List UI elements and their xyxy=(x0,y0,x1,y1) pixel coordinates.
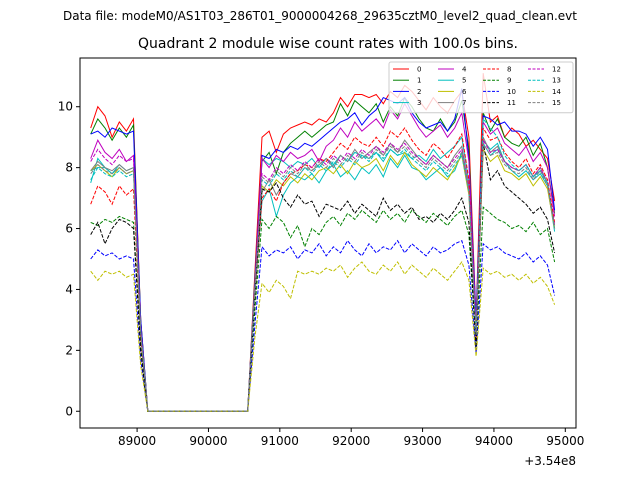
y-axis: 0 2 4 6 8 10 xyxy=(58,100,80,418)
y-tick-label: 2 xyxy=(65,343,73,357)
x-tick-label: 91000 xyxy=(261,434,299,448)
x-tick-label: 89000 xyxy=(118,434,156,448)
suptitle: Data file: modeM0/AS1T03_286T01_90000042… xyxy=(63,9,577,23)
legend-label-14: 14 xyxy=(552,88,561,96)
x-tick-label: 94000 xyxy=(475,434,513,448)
y-tick-label: 8 xyxy=(65,161,73,175)
legend-label-6: 6 xyxy=(462,88,467,96)
y-tick-label: 10 xyxy=(58,100,73,114)
x-offset-label: +3.54e8 xyxy=(524,454,576,468)
legend-label-4: 4 xyxy=(462,66,467,74)
legend-label-11: 11 xyxy=(507,99,516,107)
legend-label-15: 15 xyxy=(552,99,561,107)
series-line-14 xyxy=(90,260,556,412)
legend-label-12: 12 xyxy=(552,66,561,74)
y-tick-label: 4 xyxy=(65,282,73,296)
legend-label-13: 13 xyxy=(552,77,561,85)
x-axis: 89000 90000 91000 92000 93000 94000 95000 xyxy=(118,428,584,448)
legend-label-5: 5 xyxy=(462,77,466,85)
legend-label-3: 3 xyxy=(417,99,421,107)
series-layer xyxy=(90,73,556,412)
legend-label-2: 2 xyxy=(417,88,421,96)
x-tick-label: 92000 xyxy=(332,434,370,448)
y-tick-label: 0 xyxy=(65,404,73,418)
x-tick-label: 95000 xyxy=(546,434,584,448)
chart-title: Quadrant 2 module wise count rates with … xyxy=(138,36,518,52)
legend-label-10: 10 xyxy=(507,88,516,96)
legend-box xyxy=(388,61,574,114)
legend-label-7: 7 xyxy=(462,99,466,107)
legend-label-9: 9 xyxy=(507,77,511,85)
plot-frame xyxy=(79,57,577,429)
series-line-15 xyxy=(90,141,556,412)
x-tick-label: 90000 xyxy=(189,434,227,448)
legend-label-0: 0 xyxy=(417,66,421,74)
legend-label-1: 1 xyxy=(417,77,421,85)
series-line-10 xyxy=(90,239,556,412)
legend-label-8: 8 xyxy=(507,66,511,74)
y-tick-label: 6 xyxy=(65,222,73,236)
x-tick-label: 93000 xyxy=(403,434,441,448)
